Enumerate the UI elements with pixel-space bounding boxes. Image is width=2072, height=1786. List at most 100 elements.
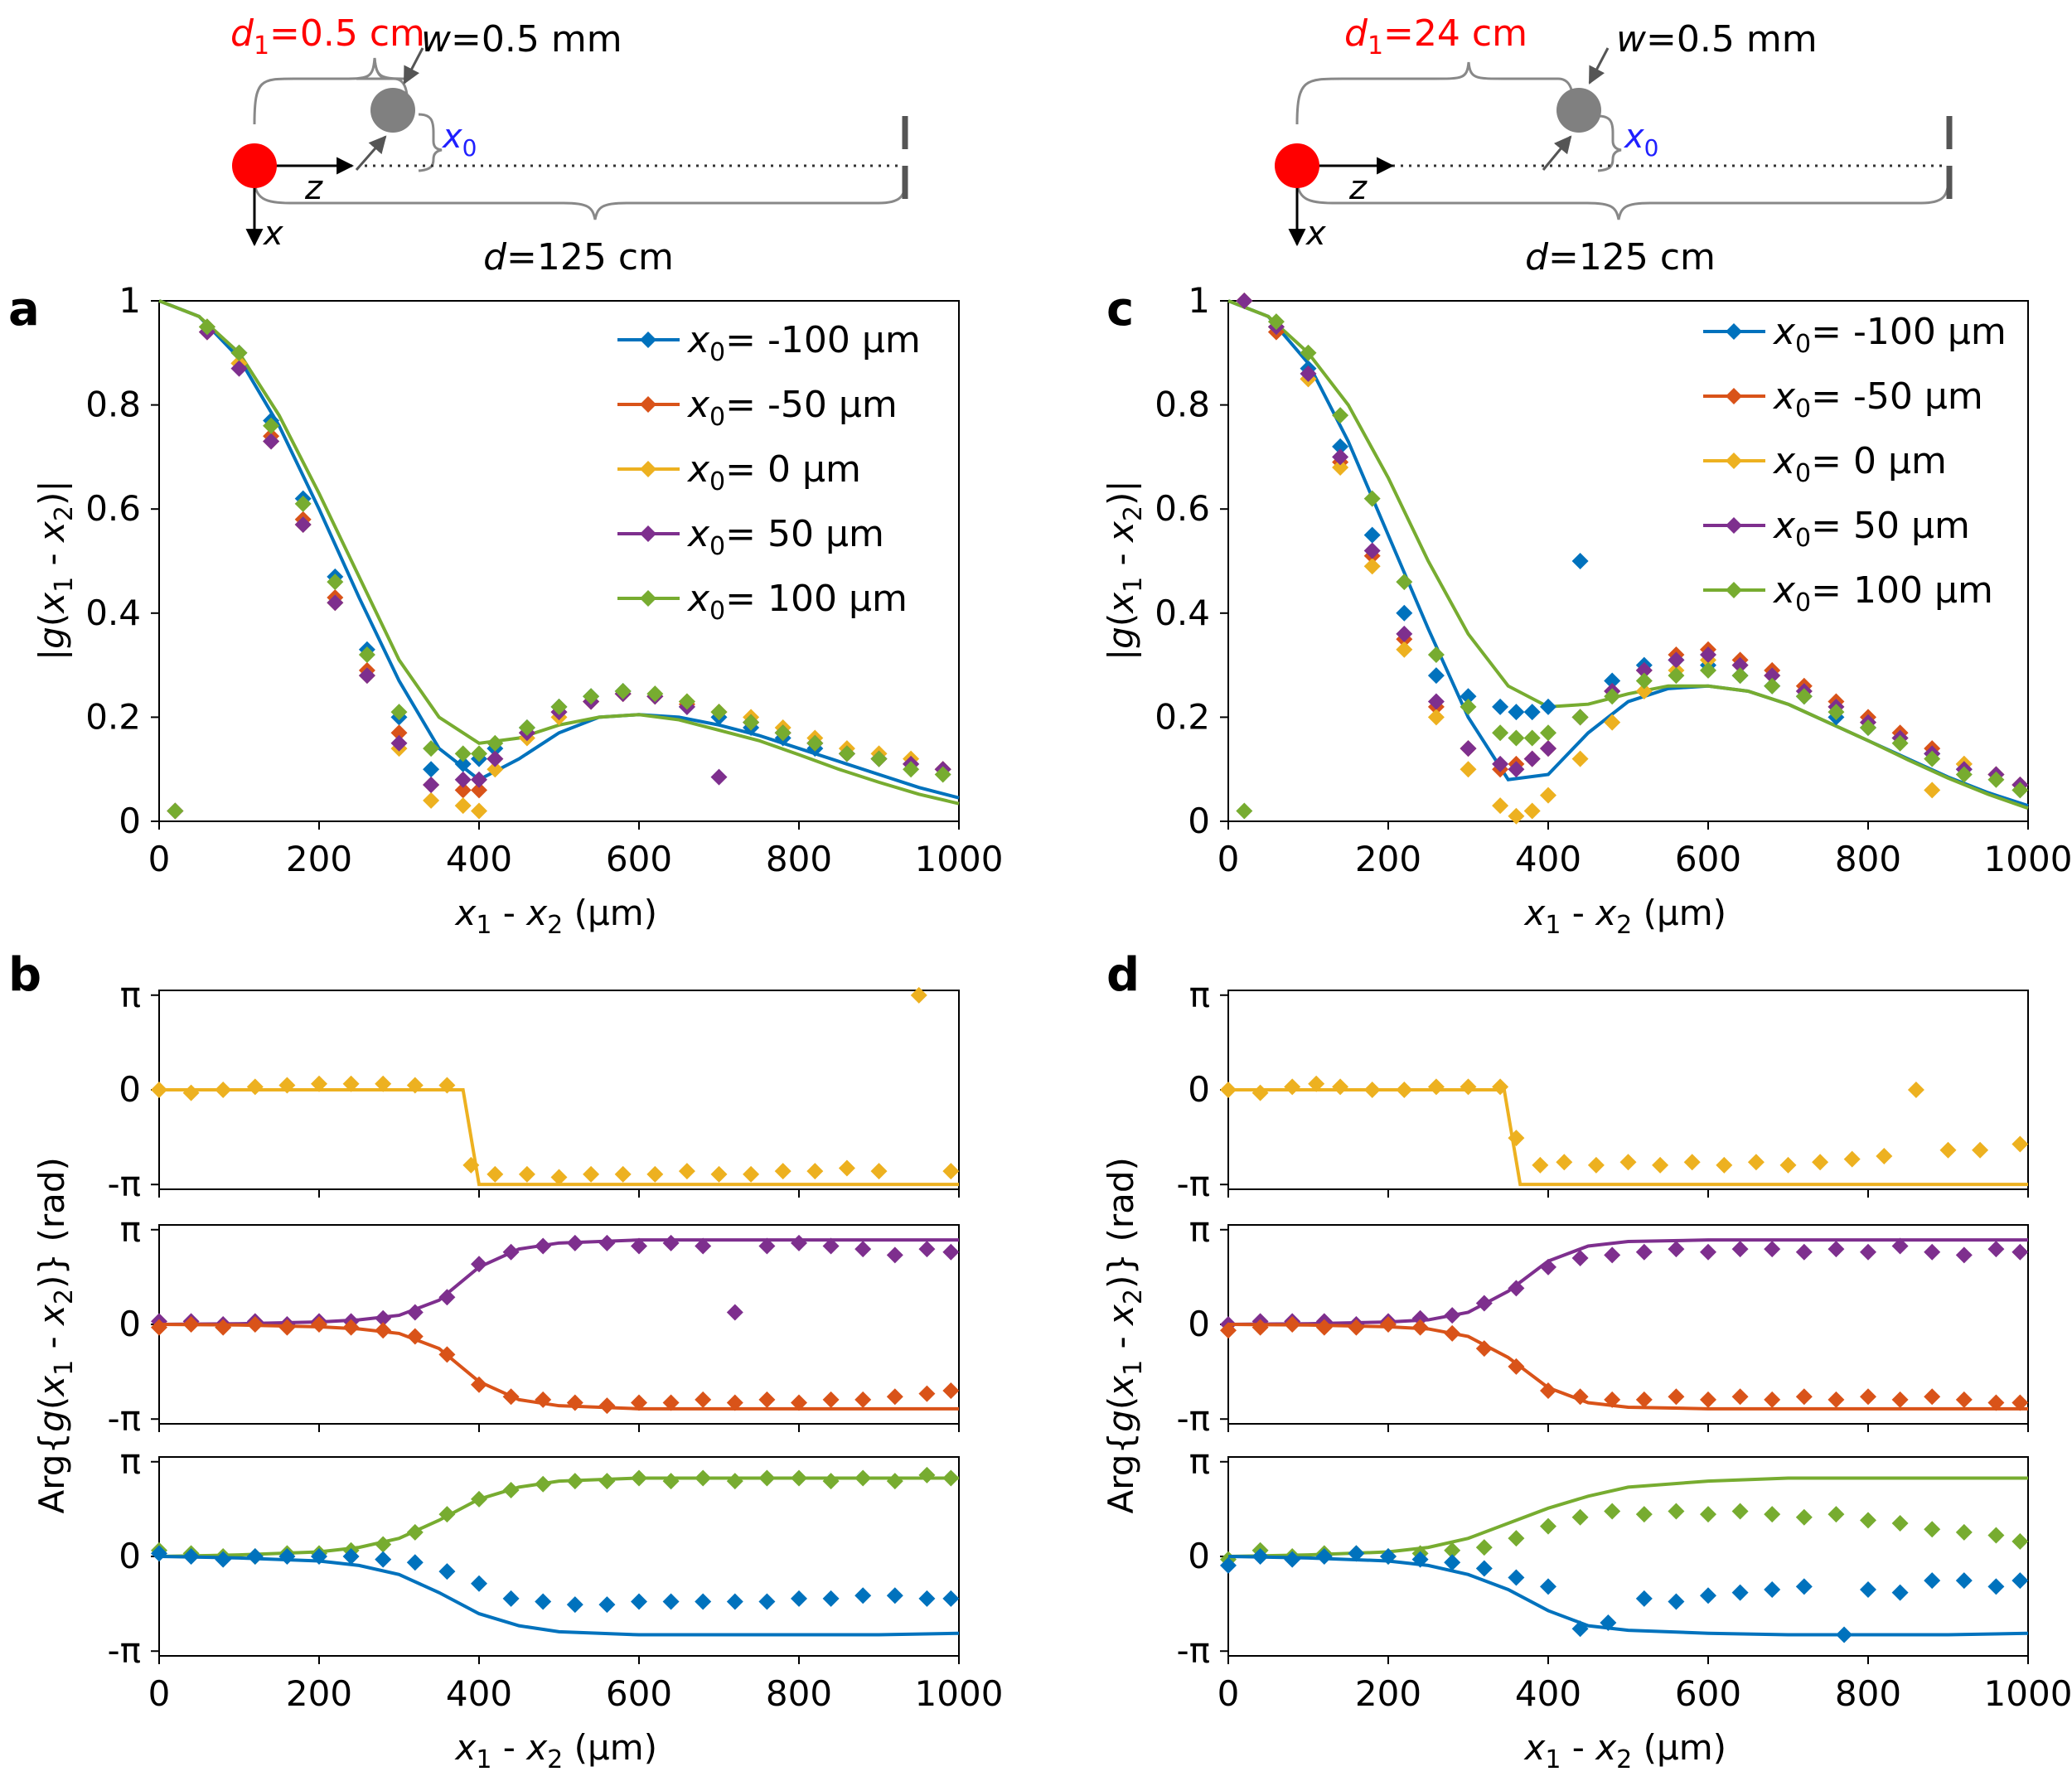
data-point-green — [806, 734, 824, 752]
data-point-orange — [1828, 1391, 1845, 1408]
y-tick-label: 0 — [119, 1536, 141, 1576]
data-point-green — [1924, 750, 1941, 767]
y-tick-label: -π — [108, 1398, 141, 1439]
data-point-blue — [695, 1593, 712, 1610]
data-point-orange — [278, 1319, 296, 1336]
data-point-green — [1924, 1521, 1941, 1538]
plot-frame — [1227, 300, 2029, 822]
w-pointer — [1588, 47, 1610, 85]
x-tick-label: 400 — [1515, 1673, 1581, 1714]
data-point-green — [566, 1473, 583, 1490]
x-tick-label: 200 — [1355, 1673, 1421, 1714]
data-point-green — [294, 495, 312, 512]
data-point-purple — [1363, 542, 1381, 559]
source-dot — [232, 143, 277, 188]
data-point-green — [1508, 729, 1525, 747]
data-point-purple — [662, 1234, 680, 1251]
data-point-orange — [1315, 1319, 1333, 1336]
data-point-purple — [471, 771, 487, 788]
data-point-purple — [1508, 761, 1525, 778]
data-point-green — [2011, 1532, 2029, 1550]
data-point-blue — [1891, 1584, 1909, 1601]
data-point-purple — [471, 1256, 487, 1273]
data-point-blue — [423, 761, 440, 778]
data-point-purple — [1764, 667, 1781, 685]
theory-curve-blue — [1227, 1555, 2029, 1637]
plot-frame — [158, 300, 960, 822]
data-point-yellow — [1523, 802, 1541, 820]
data-point-purple — [1924, 1243, 1941, 1261]
data-point-purple — [358, 667, 375, 685]
data-point-yellow — [471, 802, 487, 820]
data-point-purple — [1604, 1246, 1621, 1264]
y-tick-label: 0 — [119, 801, 141, 841]
data-point-purple — [1828, 1241, 1845, 1258]
data-point-orange — [758, 1391, 776, 1408]
data-point-blue — [1251, 1548, 1269, 1565]
data-point-yellow — [1747, 1154, 1765, 1171]
phase-subplot: -π 0 π — [108, 975, 960, 1204]
data-point-yellow — [1460, 1078, 1477, 1096]
data-point-blue — [598, 1596, 616, 1614]
data-point-green — [1668, 667, 1685, 685]
data-point-green — [1492, 724, 1509, 742]
x-tick-label: 200 — [286, 1673, 352, 1714]
data-point-yellow — [1716, 1156, 1733, 1174]
x0-brace — [418, 113, 443, 172]
data-point-green — [758, 1469, 776, 1487]
data-point-purple — [1571, 1250, 1589, 1266]
data-point-purple — [1668, 651, 1685, 669]
source-dot — [1275, 143, 1319, 188]
data-point-blue — [342, 1548, 360, 1565]
d1-brace — [1295, 61, 1575, 125]
data-point-blue — [726, 1593, 743, 1610]
data-point-yellow — [678, 1163, 695, 1180]
data-point-purple — [1540, 740, 1556, 757]
data-point-blue — [758, 1593, 776, 1610]
data-point-yellow — [1972, 1141, 1989, 1159]
y-tick-label: 1 — [1188, 280, 1210, 321]
legend-entry: x0= 50 μm — [1772, 505, 1970, 553]
data-point-purple — [294, 516, 312, 534]
data-point-yellow — [278, 1077, 296, 1094]
data-point-yellow — [1907, 1082, 1924, 1098]
z-label: z — [1348, 169, 1368, 207]
data-point-orange — [1284, 1316, 1301, 1333]
data-point-green — [1955, 766, 1973, 783]
data-point-blue — [454, 755, 472, 772]
data-point-yellow — [646, 1165, 664, 1183]
y-tick-label: -π — [108, 1164, 141, 1204]
data-point-orange — [215, 1319, 232, 1336]
data-point-orange — [1444, 1324, 1461, 1342]
data-point-yellow — [454, 797, 472, 815]
data-point-blue — [1731, 1584, 1749, 1601]
data-point-orange — [1860, 1388, 1876, 1406]
data-point-orange — [1251, 1319, 1269, 1336]
x-tick-label: 1000 — [915, 1673, 1004, 1714]
data-point-yellow — [583, 1165, 600, 1183]
data-point-green — [406, 1523, 424, 1541]
data-point-yellow — [614, 1165, 632, 1183]
data-point-blue — [1348, 1545, 1365, 1562]
data-point-orange — [1571, 1388, 1589, 1406]
x-tick-label: 400 — [446, 839, 512, 879]
data-point-blue — [918, 1590, 936, 1607]
y-tick-label: 0.4 — [85, 593, 141, 633]
data-point-blue — [1508, 704, 1525, 721]
x-tick-label: 400 — [1515, 839, 1581, 879]
y-tick-label: π — [1189, 1209, 1210, 1250]
data-point-orange — [1987, 1394, 2005, 1411]
x-tick-label: 600 — [1675, 839, 1741, 879]
data-point-green — [167, 802, 184, 820]
data-point-green — [438, 1506, 456, 1523]
data-point-yellow — [1508, 1130, 1525, 1147]
x-tick-label: 200 — [1355, 839, 1421, 879]
data-point-blue — [246, 1548, 264, 1565]
data-point-purple — [423, 777, 440, 794]
data-point-green — [1540, 1517, 1556, 1535]
d-brace — [1295, 177, 1950, 220]
data-point-yellow — [942, 1163, 960, 1180]
y-tick-label: 0 — [1188, 801, 1210, 841]
data-point-yellow — [710, 1165, 728, 1183]
data-point-purple — [1891, 1237, 1909, 1255]
